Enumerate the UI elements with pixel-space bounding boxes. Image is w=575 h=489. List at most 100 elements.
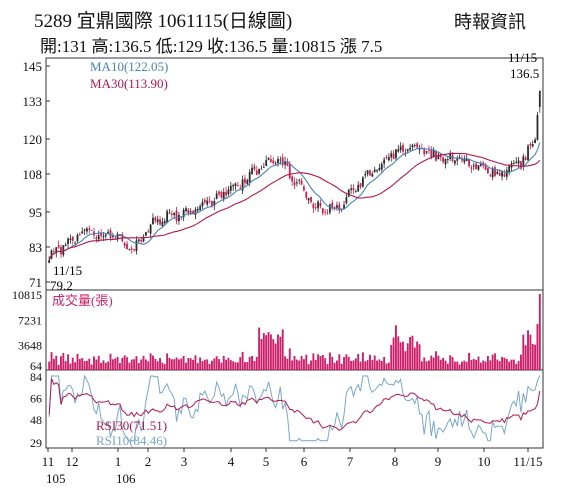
- volume-bar: [189, 358, 192, 370]
- candle-body: [489, 175, 492, 177]
- volume-bar: [522, 334, 525, 370]
- volume-bar: [420, 361, 423, 370]
- volume-bar: [123, 355, 126, 370]
- volume-bar: [465, 361, 468, 370]
- volume-bar: [199, 357, 202, 370]
- volume-bar: [234, 362, 237, 370]
- volume-bar: [196, 363, 199, 370]
- volume-bar: [88, 358, 91, 370]
- candle-body: [456, 157, 459, 161]
- volume-bar: [130, 359, 133, 370]
- volume-bar: [538, 294, 541, 370]
- candle-body: [239, 187, 242, 189]
- candle-body: [225, 191, 227, 196]
- volume-bar: [255, 356, 258, 370]
- candle-body: [229, 185, 232, 191]
- candle-body: [173, 212, 176, 216]
- candle-body: [501, 171, 503, 177]
- volume-bar: [83, 361, 86, 370]
- candle-body: [126, 243, 128, 250]
- volume-bar: [423, 357, 426, 370]
- candle-body: [376, 170, 378, 172]
- candle-body: [170, 213, 173, 216]
- rsi-tick-label: 29: [30, 436, 42, 450]
- data-source: 時報資訊: [454, 12, 526, 32]
- volume-bar: [210, 360, 213, 370]
- candle-body: [312, 203, 315, 209]
- ma10-line: [48, 142, 541, 261]
- candle-body: [494, 167, 496, 176]
- volume-bar: [380, 360, 383, 370]
- candle-body: [267, 157, 270, 160]
- candle-body: [432, 150, 435, 158]
- x-tick-label: 11/15: [513, 454, 542, 469]
- volume-bar: [505, 358, 508, 370]
- rsi30-line: [48, 378, 541, 432]
- candle-body: [425, 151, 428, 153]
- candle-body: [397, 149, 400, 152]
- candle-body: [199, 206, 202, 210]
- candle-body: [293, 181, 296, 186]
- candle-body: [352, 188, 355, 191]
- x-tick-label: 4: [228, 454, 235, 469]
- candle-body: [508, 166, 511, 173]
- ma30-line: [48, 152, 541, 261]
- ma30-legend: MA30(113.90): [90, 76, 168, 91]
- volume-bar: [93, 356, 95, 370]
- volume-bar: [369, 354, 371, 370]
- volume-bar: [376, 360, 379, 370]
- volume-bar: [173, 359, 176, 370]
- candle-body: [347, 189, 350, 197]
- candle-body: [156, 219, 159, 223]
- x-tick-label: 2: [145, 454, 152, 469]
- candle-body: [387, 157, 390, 161]
- volume-bar: [52, 358, 55, 370]
- volume-bar: [180, 358, 183, 370]
- candle-body: [274, 162, 277, 164]
- candle-body: [62, 245, 65, 256]
- volume-bar: [111, 359, 114, 370]
- candle-body: [154, 217, 157, 221]
- candle-body: [487, 167, 489, 174]
- candle-body: [104, 234, 107, 237]
- volume-bar: [305, 354, 308, 370]
- high-value-label: 136.5: [510, 66, 539, 81]
- candle-body: [286, 162, 289, 166]
- volume-bar: [48, 361, 51, 370]
- volume-bar: [109, 353, 112, 370]
- volume-bar: [451, 357, 454, 370]
- ohlc-stats: 開:131 高:136.5 低:129 收:136.5 量:10815 漲 7.…: [40, 37, 383, 56]
- volume-bar: [364, 361, 367, 370]
- candle-body: [140, 240, 143, 242]
- volume-bar: [159, 358, 161, 370]
- volume-bar: [359, 361, 362, 370]
- candle-body: [175, 210, 178, 222]
- low-date-label: 11/15: [53, 263, 82, 278]
- x-tick-year: 106: [116, 471, 136, 486]
- volume-bar: [321, 354, 324, 370]
- volume-bar: [300, 356, 303, 370]
- ma10-legend: MA10(122.05): [90, 59, 168, 74]
- candle-body: [423, 147, 426, 155]
- candle-body: [246, 180, 249, 184]
- volume-bar: [498, 361, 501, 370]
- x-tick-label: 1: [115, 454, 122, 469]
- candle-body: [187, 209, 190, 214]
- volume-bar: [503, 357, 506, 370]
- volume-bar: [520, 354, 522, 370]
- candle-body: [475, 163, 478, 169]
- volume-bar: [170, 359, 173, 370]
- candle-body: [142, 236, 145, 242]
- volume-bar: [119, 363, 121, 370]
- candle-body: [48, 260, 51, 263]
- x-tick-year: 105: [46, 471, 66, 486]
- candle-body: [83, 229, 86, 231]
- volume-bar: [425, 361, 428, 370]
- volume-bar: [206, 359, 209, 370]
- volume-bar: [114, 358, 117, 370]
- candle-body: [300, 180, 303, 185]
- candle-body: [88, 228, 91, 230]
- volume-bar: [534, 344, 537, 370]
- volume-bar: [246, 362, 249, 370]
